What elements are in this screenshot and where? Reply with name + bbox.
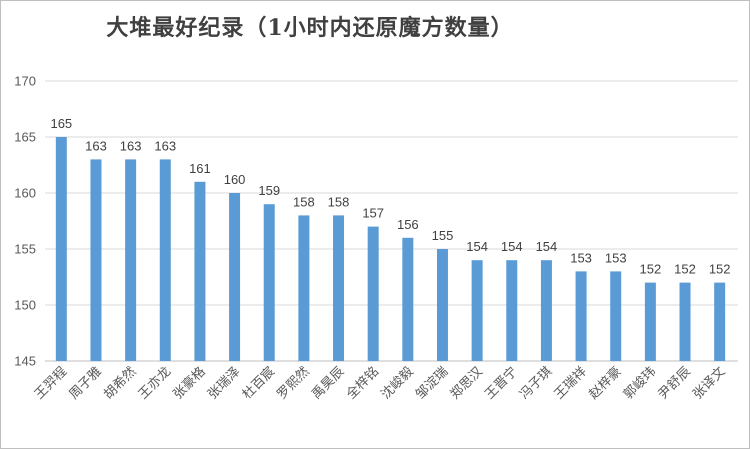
bar: [506, 260, 518, 361]
x-tick-label: 尹舒辰: [656, 364, 694, 402]
bars: [55, 137, 726, 361]
bar: [714, 282, 726, 361]
data-label: 160: [224, 172, 246, 187]
x-tick-label: 邹淀瑞: [412, 364, 451, 403]
x-tick-label: 王晋宁: [482, 364, 521, 403]
y-tick-label: 160: [14, 186, 36, 201]
bar: [367, 226, 379, 361]
bar: [194, 181, 206, 361]
bar: [229, 193, 241, 361]
data-label: 158: [328, 194, 350, 209]
bar: [263, 204, 275, 361]
bar: [333, 215, 345, 361]
y-tick-label: 145: [14, 354, 36, 369]
bar: [540, 260, 552, 361]
x-tick-label: 罗熙然: [274, 364, 313, 403]
data-label: 156: [397, 217, 419, 232]
data-label: 161: [189, 161, 211, 176]
x-tick-label: 张豪格: [170, 364, 209, 403]
data-label: 154: [501, 239, 523, 254]
x-tick-label: 赵梓豪: [586, 364, 625, 403]
y-tick-label: 150: [14, 298, 36, 313]
bar: [298, 215, 310, 361]
x-tick-label: 禹昊辰: [309, 364, 347, 402]
bar: [679, 282, 691, 361]
bar: [402, 237, 414, 361]
bar: [436, 249, 448, 361]
data-label: 152: [640, 262, 662, 277]
x-tick-label: 王羿程: [32, 364, 70, 402]
data-label: 154: [536, 239, 558, 254]
bar: [644, 282, 656, 361]
bar: [55, 137, 67, 361]
bar: [610, 271, 622, 361]
y-tick-label: 155: [14, 242, 36, 257]
bar: [575, 271, 587, 361]
y-tick-label: 170: [14, 74, 36, 89]
x-tick-label: 王瑞祥: [552, 364, 590, 402]
data-label: 163: [120, 138, 142, 153]
data-label: 159: [258, 183, 280, 198]
data-label: 157: [362, 206, 384, 221]
data-label: 154: [466, 239, 488, 254]
x-tick-label: 全梓铭: [343, 364, 382, 403]
data-label: 158: [293, 194, 315, 209]
bar: [471, 260, 483, 361]
x-axis-labels: 王羿程周子雅胡希然王亦龙张豪格张瑞泽杜百宸罗熙然禹昊辰全梓铭沈峻毅邹淀瑞郑思汉王…: [32, 364, 729, 403]
x-tick-label: 冯子琪: [517, 364, 555, 402]
chart-title: 大堆最好纪录（1小时内还原魔方数量）: [106, 15, 514, 41]
bar: [90, 159, 102, 361]
x-tick-label: 郑思汉: [448, 364, 486, 402]
data-label: 163: [85, 138, 107, 153]
y-axis-ticks: 145 150 155 160 165 170: [14, 74, 36, 369]
x-tick-label: 周子雅: [67, 364, 105, 402]
bar: [159, 159, 171, 361]
data-label: 153: [605, 250, 627, 265]
y-tick-label: 165: [14, 130, 36, 145]
gridlines: [45, 80, 738, 362]
x-tick-label: 杜百宸: [239, 364, 278, 403]
bar: [125, 159, 137, 361]
x-tick-label: 王亦龙: [135, 364, 174, 403]
x-tick-label: 张瑞泽: [205, 364, 243, 402]
data-label: 165: [50, 116, 72, 131]
data-label: 153: [570, 250, 592, 265]
x-tick-label: 沈峻毅: [378, 364, 417, 403]
data-labels: 165 163 163 163 161 160 159 158 158 157 156 155 154 1…: [50, 116, 730, 277]
x-tick-label: 郭峻玮: [620, 364, 659, 403]
data-label: 152: [674, 262, 696, 277]
x-tick-label: 张译文: [690, 364, 728, 402]
data-label: 155: [432, 228, 454, 243]
data-label: 152: [709, 262, 731, 277]
data-label: 163: [154, 138, 176, 153]
x-tick-label: 胡希然: [101, 364, 140, 403]
